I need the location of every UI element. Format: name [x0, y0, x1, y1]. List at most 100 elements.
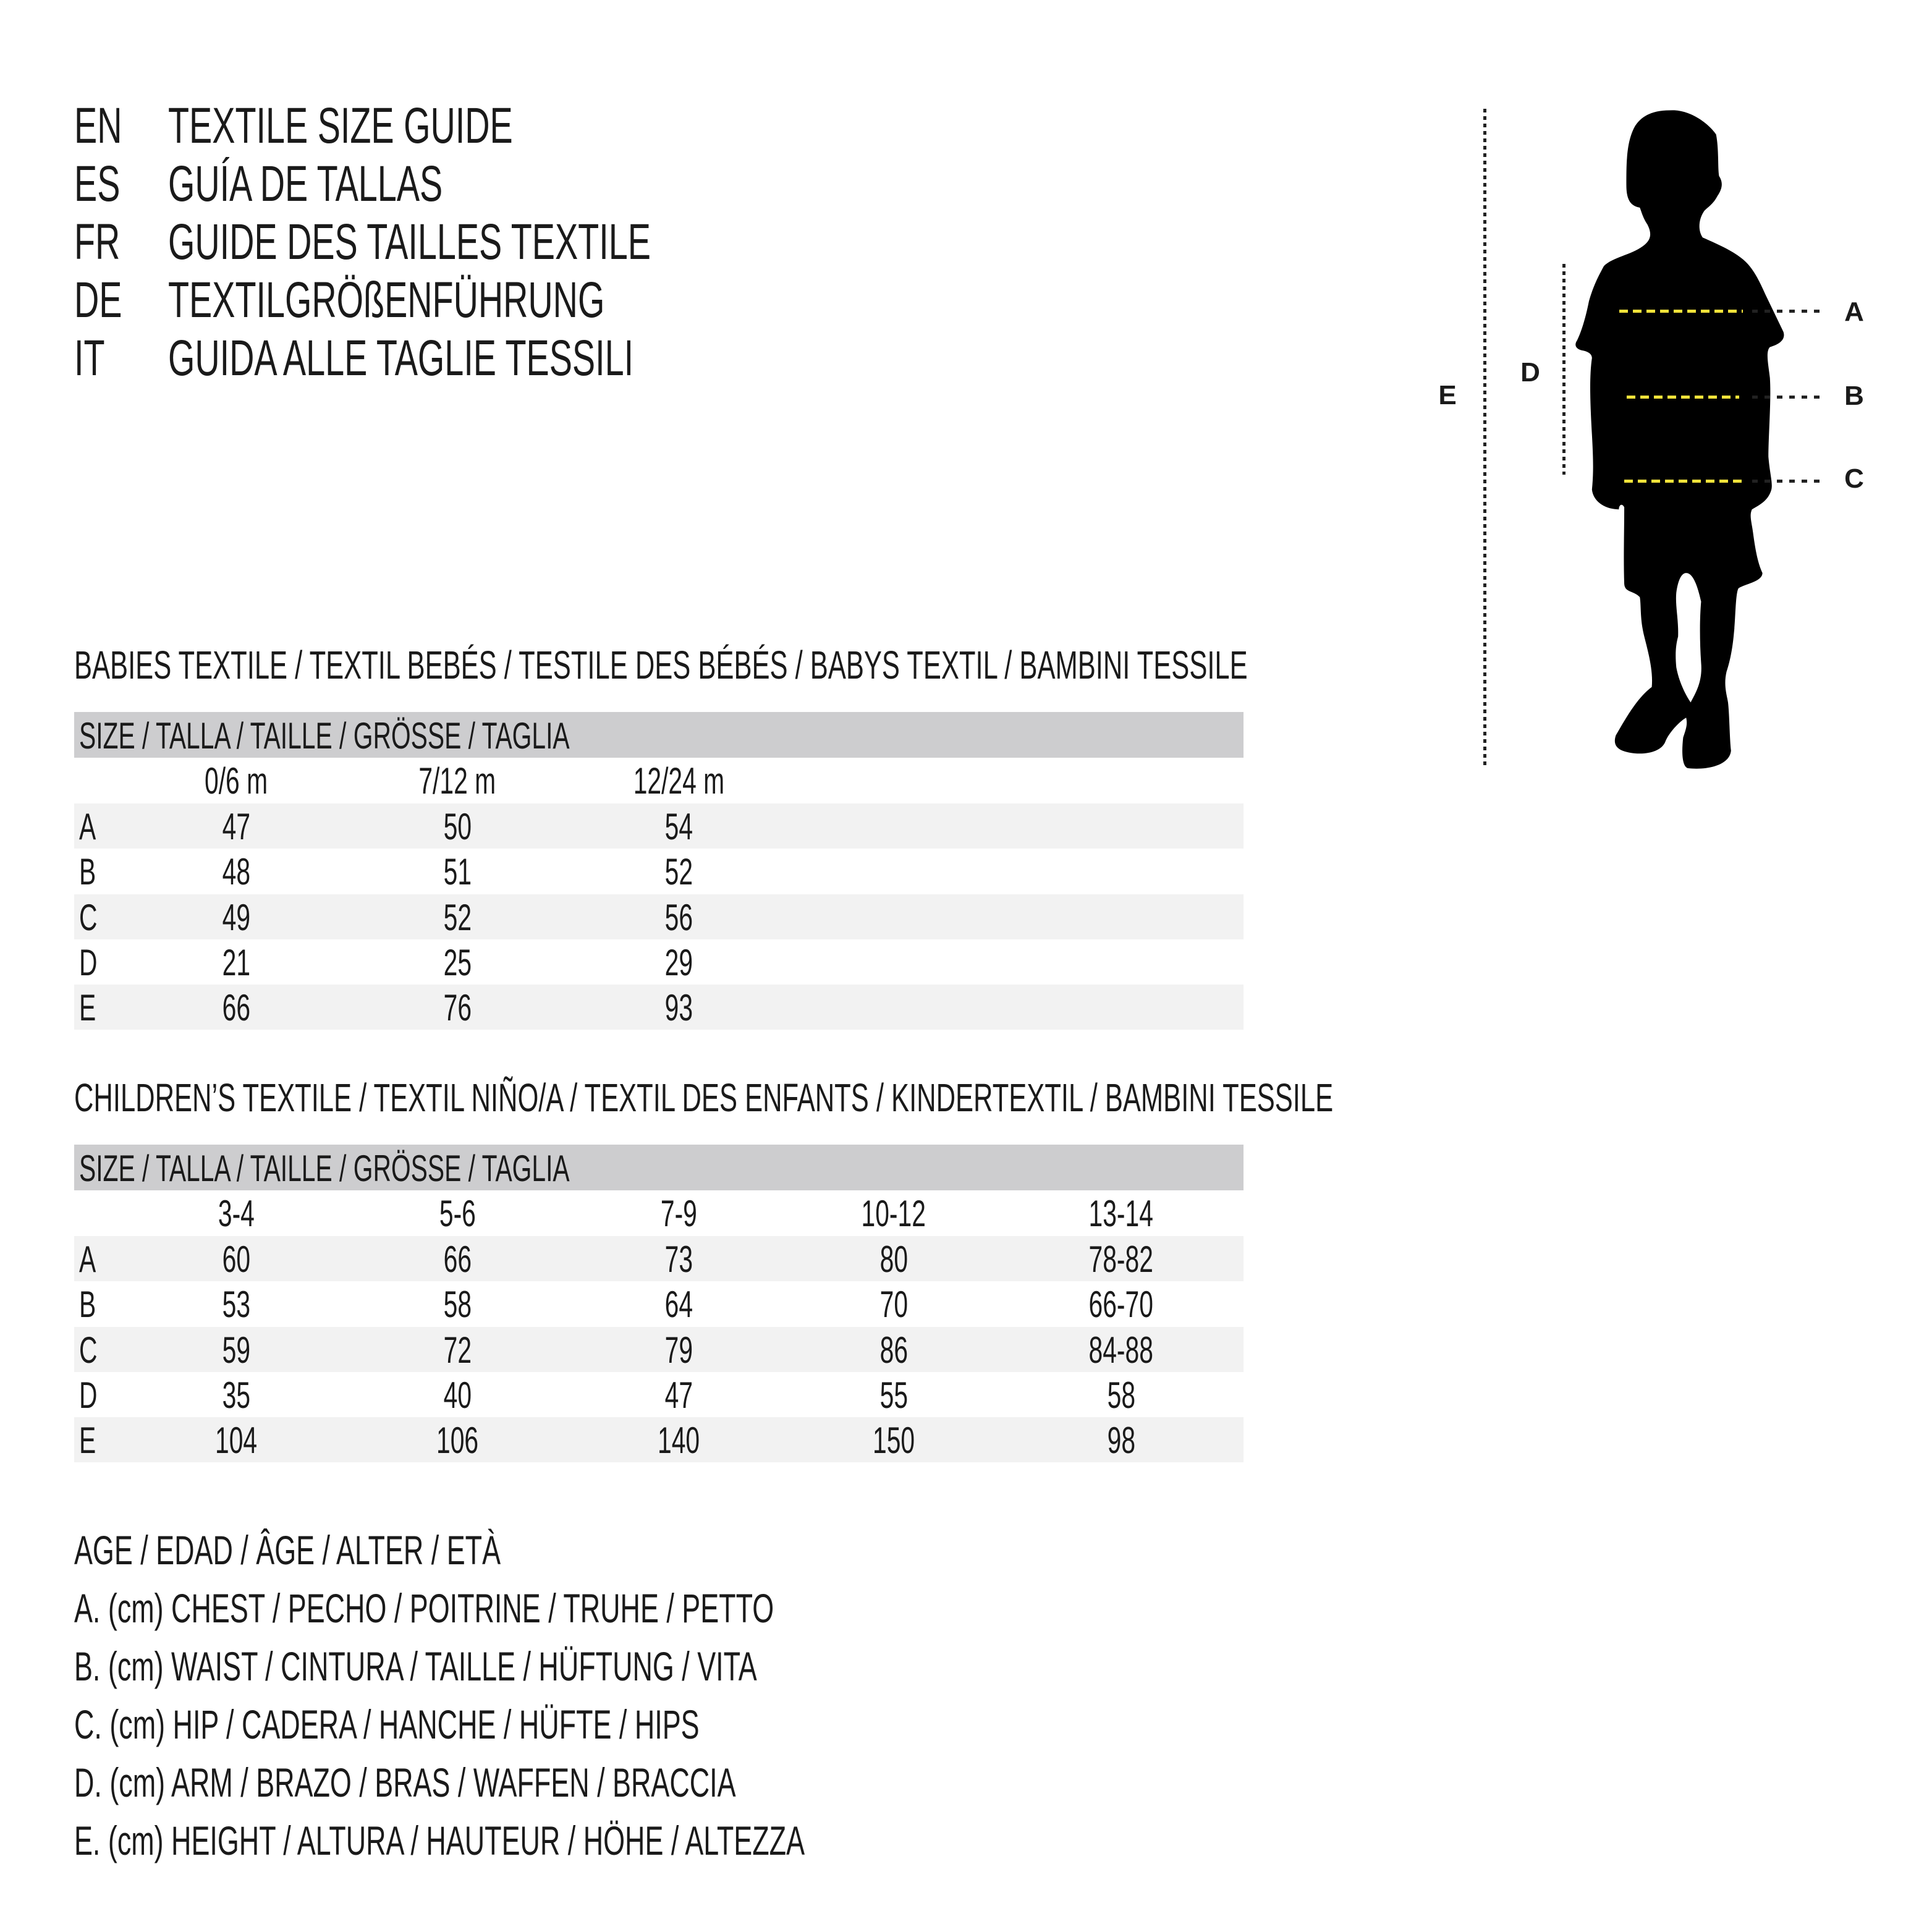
legend-chest: A. (cm) CHEST / PECHO / POITRINE / TRUHE… [74, 1580, 1103, 1636]
table-row: A 47 50 54 [74, 803, 1244, 849]
language-code: IT [74, 330, 105, 386]
table-cell: 84-88 [1028, 1327, 1214, 1374]
label-e: E [1438, 380, 1457, 410]
children-title-text: CHILDREN’S TEXTILE / TEXTIL NIÑO/A / TEX… [74, 1075, 1334, 1120]
cell-value: 35 [222, 1374, 250, 1416]
table-cell: 150 [801, 1417, 986, 1464]
table-cell: 80 [801, 1236, 986, 1283]
column-header: 7/12 m [365, 758, 550, 805]
cell-value: 84-88 [1088, 1329, 1154, 1371]
table-cell: 48 [143, 849, 329, 896]
cell-value: 25 [443, 941, 472, 983]
row-label-text: C [79, 896, 98, 938]
cell-value: 56 [664, 896, 693, 938]
table-cell: 55 [801, 1372, 986, 1419]
column-header: 12/24 m [586, 758, 771, 805]
column-header-text: 12/24 m [633, 760, 724, 802]
table-row: E 66 76 93 [74, 985, 1244, 1030]
column-header: 13-14 [1028, 1190, 1214, 1237]
table-cell: 47 [143, 803, 329, 850]
legend-text: A. (cm) CHEST / PECHO / POITRINE / TRUHE… [74, 1585, 774, 1631]
column-header-row: 0/6 m 7/12 m 12/24 m [74, 758, 1244, 803]
cell-value: 73 [664, 1239, 693, 1280]
table-cell: 29 [586, 939, 771, 986]
row-label: C [79, 1327, 106, 1374]
table-cell: 66-70 [1028, 1281, 1214, 1328]
cell-value: 80 [879, 1239, 908, 1280]
table-cell: 70 [801, 1281, 986, 1328]
row-label-text: A [79, 806, 96, 847]
legend-text: B. (cm) WAIST / CINTURA / TAILLE / HÜFTU… [74, 1643, 757, 1689]
waist-measure-line [1627, 396, 1739, 399]
chest-guide-line [1752, 310, 1826, 313]
table-cell: 106 [365, 1417, 550, 1464]
row-label-text: D [79, 941, 98, 983]
language-code: FR [74, 214, 121, 270]
table-cell: 47 [586, 1372, 771, 1419]
table-cell: 60 [143, 1236, 329, 1283]
title-text: TEXTILE SIZE GUIDE [168, 98, 513, 154]
cell-value: 58 [1107, 1374, 1135, 1416]
cell-value: 106 [436, 1420, 479, 1462]
label-a: A [1844, 297, 1864, 327]
row-label-text: B [79, 851, 96, 893]
size-header-bar: SIZE / TALLA / TAILLE / GRÖSSE / TAGLIA [74, 712, 1244, 758]
hip-guide-line [1752, 480, 1826, 483]
child-silhouette-icon [1575, 110, 1784, 769]
table-row: A 60 66 73 80 78-82 [74, 1236, 1244, 1281]
column-header-text: 10-12 [861, 1193, 926, 1234]
label-c: C [1844, 464, 1864, 494]
table-cell: 35 [143, 1372, 329, 1419]
cell-value: 79 [664, 1329, 693, 1371]
cell-value: 54 [664, 806, 693, 847]
title-text: TEXTILGRÖßENFÜHRUNG [168, 272, 605, 328]
table-cell: 73 [586, 1236, 771, 1283]
cell-value: 52 [664, 851, 693, 893]
legend-hip: C. (cm) HIP / CADERA / HANCHE / HÜFTE / … [74, 1697, 994, 1752]
cell-value: 50 [443, 806, 472, 847]
cell-value: 52 [443, 896, 472, 938]
column-header-text: 3-4 [218, 1193, 255, 1234]
cell-value: 72 [443, 1329, 472, 1371]
legend-text: E. (cm) HEIGHT / ALTURA / HAUTEUR / HÖHE… [74, 1818, 805, 1863]
cell-value: 55 [879, 1374, 908, 1416]
babies-section-title: BABIES TEXTILE / TEXTIL BEBÉS / TESTILE … [74, 640, 1800, 690]
legend-arm: D. (cm) ARM / BRAZO / BRAS / WAFFEN / BR… [74, 1755, 1047, 1810]
table-cell: 76 [365, 985, 550, 1032]
cell-value: 66-70 [1088, 1284, 1154, 1326]
table-cell: 93 [586, 985, 771, 1032]
table-row: B 53 58 64 70 66-70 [74, 1281, 1244, 1326]
cell-value: 40 [443, 1374, 472, 1416]
waist-guide-line [1752, 396, 1826, 399]
legend-age: AGE / EDAD / ÂGE / ALTER / ETÀ [74, 1522, 701, 1578]
column-header: 0/6 m [143, 758, 329, 805]
cell-value: 48 [222, 851, 250, 893]
table-cell: 98 [1028, 1417, 1214, 1464]
legend-text: C. (cm) HIP / CADERA / HANCHE / HÜFTE / … [74, 1701, 700, 1747]
cell-value: 78-82 [1088, 1239, 1154, 1280]
chest-measure-line [1619, 310, 1743, 313]
table-cell: 50 [365, 803, 550, 850]
size-header-bar: SIZE / TALLA / TAILLE / GRÖSSE / TAGLIA [74, 1145, 1244, 1190]
cell-value: 140 [657, 1420, 700, 1462]
title-text: GUIDE DES TAILLES TEXTILE [168, 214, 651, 270]
cell-value: 70 [879, 1284, 908, 1326]
legend-waist: B. (cm) WAIST / CINTURA / TAILLE / HÜFTU… [74, 1638, 1078, 1694]
height-guide-line [1483, 109, 1486, 766]
size-header-text: SIZE / TALLA / TAILLE / GRÖSSE / TAGLIA [79, 715, 570, 756]
table-cell: 51 [365, 849, 550, 896]
table-row: E 104 106 140 150 98 [74, 1417, 1244, 1464]
table-cell: 54 [586, 803, 771, 850]
title-text: GUÍA DE TALLAS [168, 156, 443, 212]
column-header: 10-12 [801, 1190, 986, 1237]
cell-value: 76 [443, 987, 472, 1029]
cell-value: 53 [222, 1284, 250, 1326]
row-label: E [79, 1417, 104, 1464]
cell-value: 66 [222, 987, 250, 1029]
table-cell: 59 [143, 1327, 329, 1374]
legend-height: E. (cm) HEIGHT / ALTURA / HAUTEUR / HÖHE… [74, 1813, 1148, 1868]
legend-text: D. (cm) ARM / BRAZO / BRAS / WAFFEN / BR… [74, 1760, 736, 1805]
column-header-row: 3-4 5-6 7-9 10-12 13-14 [74, 1190, 1244, 1235]
column-header-text: 7/12 m [418, 760, 496, 802]
table-cell: 52 [586, 849, 771, 896]
